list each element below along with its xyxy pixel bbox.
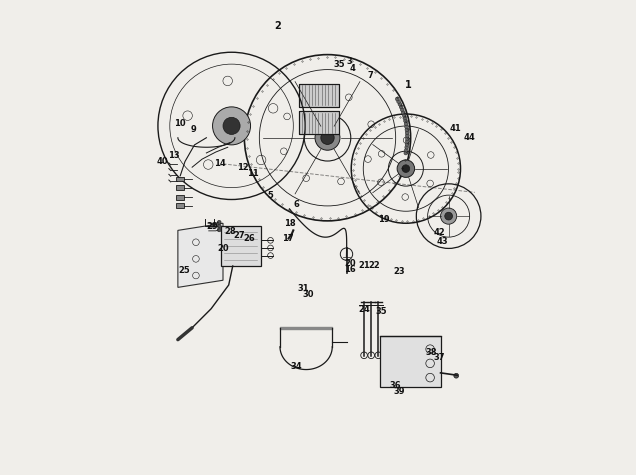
Circle shape bbox=[223, 117, 240, 134]
Text: 5: 5 bbox=[268, 191, 273, 200]
Text: 11: 11 bbox=[247, 170, 258, 178]
Bar bbox=[176, 185, 184, 190]
Text: 4: 4 bbox=[349, 65, 355, 73]
Text: 37: 37 bbox=[433, 353, 445, 361]
Circle shape bbox=[403, 116, 407, 120]
Text: 12: 12 bbox=[237, 163, 249, 171]
Circle shape bbox=[396, 97, 399, 101]
Circle shape bbox=[405, 145, 409, 149]
Text: 9: 9 bbox=[190, 125, 196, 133]
Text: 34: 34 bbox=[291, 362, 303, 371]
Circle shape bbox=[399, 105, 403, 109]
Circle shape bbox=[405, 133, 409, 137]
Circle shape bbox=[218, 220, 221, 224]
Text: 14: 14 bbox=[214, 160, 226, 168]
Text: 21: 21 bbox=[359, 261, 370, 269]
Circle shape bbox=[405, 140, 409, 143]
Text: 18: 18 bbox=[284, 219, 295, 228]
Text: 22: 22 bbox=[368, 262, 380, 270]
Circle shape bbox=[454, 373, 459, 378]
Text: 36: 36 bbox=[389, 381, 401, 390]
Text: 40: 40 bbox=[156, 157, 168, 166]
Text: 16: 16 bbox=[344, 266, 356, 274]
Bar bbox=[176, 203, 184, 208]
Circle shape bbox=[402, 165, 410, 172]
Text: 26: 26 bbox=[243, 234, 255, 243]
Circle shape bbox=[404, 148, 408, 152]
Circle shape bbox=[218, 224, 221, 228]
Circle shape bbox=[445, 212, 452, 220]
Text: 10: 10 bbox=[174, 119, 186, 128]
Text: 17: 17 bbox=[282, 234, 294, 243]
Circle shape bbox=[405, 136, 409, 140]
Text: 29: 29 bbox=[207, 222, 218, 230]
Text: 6: 6 bbox=[294, 200, 300, 209]
Text: 3: 3 bbox=[346, 57, 352, 66]
Text: 1: 1 bbox=[405, 80, 411, 91]
Circle shape bbox=[315, 125, 340, 150]
Bar bbox=[299, 111, 340, 134]
Polygon shape bbox=[178, 223, 223, 287]
Bar bbox=[299, 84, 340, 107]
Text: 23: 23 bbox=[393, 267, 404, 276]
Bar bbox=[221, 226, 261, 266]
Circle shape bbox=[404, 122, 408, 126]
Bar bbox=[176, 177, 184, 181]
Circle shape bbox=[218, 228, 221, 232]
Circle shape bbox=[397, 100, 401, 104]
Circle shape bbox=[397, 160, 415, 177]
Circle shape bbox=[405, 128, 409, 132]
Text: 35: 35 bbox=[376, 307, 387, 315]
Text: 25: 25 bbox=[178, 266, 190, 275]
Text: 20: 20 bbox=[217, 244, 229, 253]
Text: 30: 30 bbox=[303, 290, 314, 299]
Circle shape bbox=[404, 119, 408, 123]
Text: 7: 7 bbox=[368, 72, 373, 80]
Text: 42: 42 bbox=[433, 228, 445, 237]
Circle shape bbox=[441, 208, 457, 224]
Text: 31: 31 bbox=[297, 285, 308, 293]
Circle shape bbox=[398, 102, 402, 106]
Text: 39: 39 bbox=[394, 388, 406, 396]
Text: 27: 27 bbox=[234, 231, 245, 239]
Text: 41: 41 bbox=[450, 124, 462, 133]
Circle shape bbox=[400, 108, 404, 112]
Text: 44: 44 bbox=[463, 133, 475, 142]
Text: 38: 38 bbox=[425, 348, 437, 357]
Circle shape bbox=[212, 107, 251, 145]
Circle shape bbox=[405, 142, 409, 146]
Text: 28: 28 bbox=[225, 227, 237, 236]
Text: 19: 19 bbox=[378, 215, 389, 224]
Circle shape bbox=[321, 131, 334, 144]
Circle shape bbox=[404, 125, 408, 129]
Circle shape bbox=[402, 114, 406, 117]
Circle shape bbox=[405, 131, 409, 134]
Text: 24: 24 bbox=[358, 305, 370, 314]
Text: 13: 13 bbox=[168, 152, 179, 160]
Circle shape bbox=[401, 111, 405, 114]
Bar bbox=[380, 336, 441, 387]
Text: 2: 2 bbox=[274, 21, 281, 31]
Text: 20: 20 bbox=[345, 259, 356, 268]
Text: 35: 35 bbox=[333, 60, 345, 68]
Circle shape bbox=[404, 151, 408, 155]
Bar bbox=[176, 195, 184, 200]
Text: 43: 43 bbox=[437, 237, 448, 246]
